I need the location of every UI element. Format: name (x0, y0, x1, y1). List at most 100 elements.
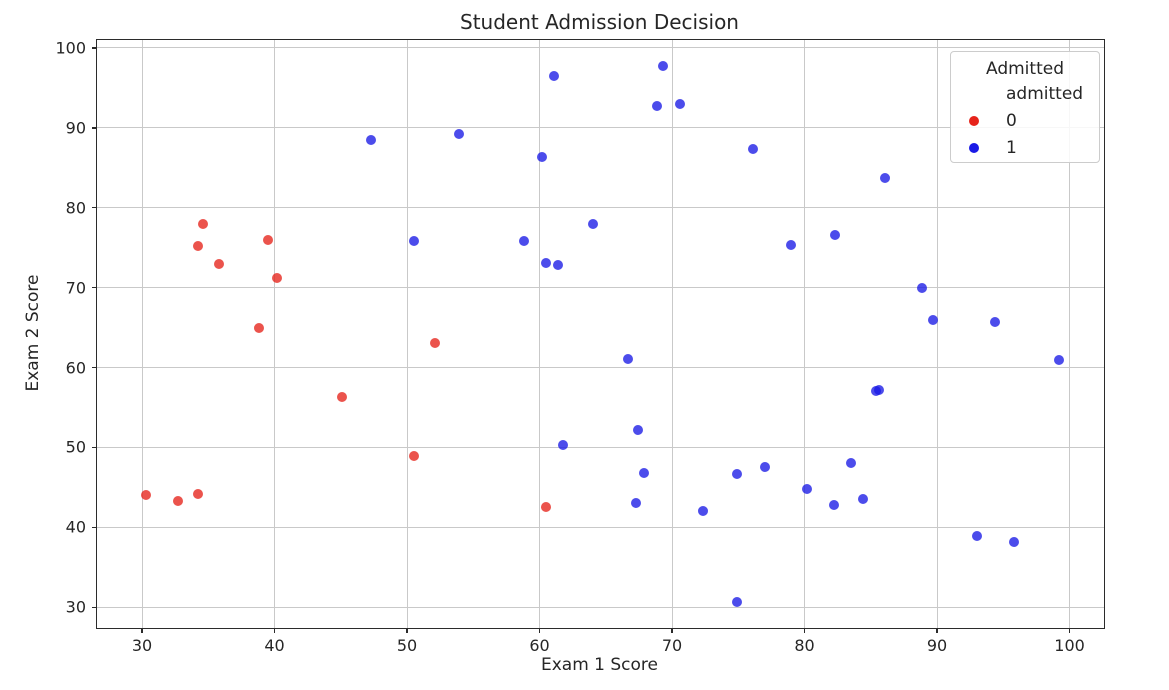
data-point-admitted-1 (639, 468, 650, 478)
data-point-admitted-1 (830, 229, 841, 240)
data-point-admitted-1 (880, 173, 891, 184)
data-point-admitted-1 (652, 100, 663, 111)
x-tick-label: 80 (794, 636, 815, 655)
gridline-y (97, 127, 1104, 129)
data-point-admitted-1 (541, 257, 552, 268)
data-point-admitted-1 (408, 235, 419, 246)
data-point-admitted-1 (828, 499, 839, 510)
y-tick-mark (92, 366, 97, 369)
y-tick-mark (92, 127, 97, 129)
gridline-y (97, 446, 1104, 448)
legend-entry: 1 (951, 134, 1099, 161)
gridline-y (97, 526, 1104, 528)
y-tick-mark (92, 286, 97, 289)
data-point-admitted-1 (549, 70, 560, 81)
y-tick-label: 100 (55, 38, 86, 58)
data-point-admitted-1 (971, 531, 982, 542)
y-tick-label: 80 (65, 198, 86, 218)
data-point-admitted-0 (541, 502, 552, 513)
x-axis-label: Exam 1 Score (540, 655, 659, 675)
gridline-y (97, 47, 1104, 49)
gridline-x (1069, 40, 1071, 628)
data-point-admitted-1 (553, 260, 564, 271)
x-tick-mark (803, 628, 806, 633)
y-tick-label: 50 (65, 437, 86, 457)
data-point-admitted-1 (917, 283, 928, 294)
data-point-admitted-1 (731, 468, 742, 479)
plot-area: 30 40 50 60 70 80 90 100 30 40 50 60 70 80 90 100 (55, 38, 1105, 655)
data-point-admitted-1 (990, 317, 1001, 328)
y-axis-label: Exam 2 Score (23, 274, 43, 392)
data-point-admitted-1 (366, 134, 377, 145)
data-point-admitted-0 (198, 218, 208, 229)
x-tick-label: 70 (661, 636, 683, 655)
x-tick-label: 100 (1054, 636, 1085, 655)
y-tick-label: 30 (65, 597, 86, 617)
data-point-admitted-0 (262, 234, 273, 245)
gridline-y (97, 367, 1104, 369)
data-point-admitted-1 (587, 218, 598, 229)
data-point-admitted-1 (697, 505, 708, 516)
x-tick-mark (671, 628, 673, 633)
legend-entry-label: 1 (1006, 137, 1017, 158)
x-tick-mark (406, 628, 408, 633)
data-point-admitted-1 (845, 457, 856, 468)
data-point-admitted-0 (141, 490, 152, 501)
data-point-admitted-1 (873, 384, 884, 395)
x-tick-label: 60 (529, 636, 550, 655)
y-tick-label: 60 (65, 358, 86, 378)
data-point-admitted-0 (272, 273, 283, 284)
data-point-admitted-1 (1008, 536, 1019, 547)
x-tick-mark (936, 628, 938, 633)
data-point-admitted-1 (518, 235, 529, 246)
data-point-admitted-0 (213, 259, 224, 270)
data-point-admitted-1 (632, 424, 643, 435)
data-point-admitted-0 (192, 488, 203, 499)
legend-entry-label: 0 (1006, 110, 1017, 131)
y-tick-mark (92, 207, 97, 209)
x-tick-label: 90 (926, 636, 948, 655)
legend-marker-icon (969, 115, 979, 126)
data-point-admitted-0 (253, 322, 264, 333)
data-point-admitted-1 (675, 98, 685, 109)
data-point-admitted-1 (747, 143, 758, 154)
y-tick-label: 40 (65, 517, 86, 537)
gridline-x (539, 40, 541, 628)
gridline-y (97, 606, 1104, 608)
y-tick-mark (92, 446, 97, 449)
data-point-admitted-1 (537, 152, 548, 163)
x-tick-mark (273, 628, 276, 633)
y-tick-mark (92, 526, 97, 529)
data-point-admitted-1 (759, 461, 770, 472)
data-point-admitted-1 (453, 129, 464, 140)
data-point-admitted-0 (408, 451, 419, 462)
x-tick-mark (538, 628, 541, 633)
gridline-y (97, 207, 1104, 209)
gridline-x (141, 40, 143, 628)
y-tick-mark (92, 47, 97, 49)
gridline-x (936, 40, 938, 628)
data-point-admitted-1 (631, 498, 642, 509)
data-point-admitted-0 (429, 337, 440, 348)
gridline-x (671, 40, 673, 628)
data-point-admitted-1 (731, 596, 742, 607)
data-point-admitted-1 (802, 483, 813, 494)
data-point-admitted-0 (192, 241, 203, 252)
x-tick-mark (1068, 628, 1071, 633)
legend-entry: 0 (951, 107, 1099, 134)
gridline-x (274, 40, 276, 628)
legend-subtitle: admitted (1006, 84, 1084, 104)
legend-marker-icon (969, 142, 979, 153)
x-tick-label: 40 (264, 636, 285, 655)
legend-title: Admitted (986, 59, 1064, 79)
y-tick-label: 90 (65, 118, 86, 138)
data-point-admitted-1 (558, 440, 569, 451)
y-tick-label: 70 (65, 278, 86, 298)
x-tick-label: 30 (131, 636, 153, 655)
gridline-y (97, 287, 1104, 289)
chart-title: Student Admission Decision (460, 10, 739, 34)
data-point-admitted-1 (1053, 354, 1064, 365)
